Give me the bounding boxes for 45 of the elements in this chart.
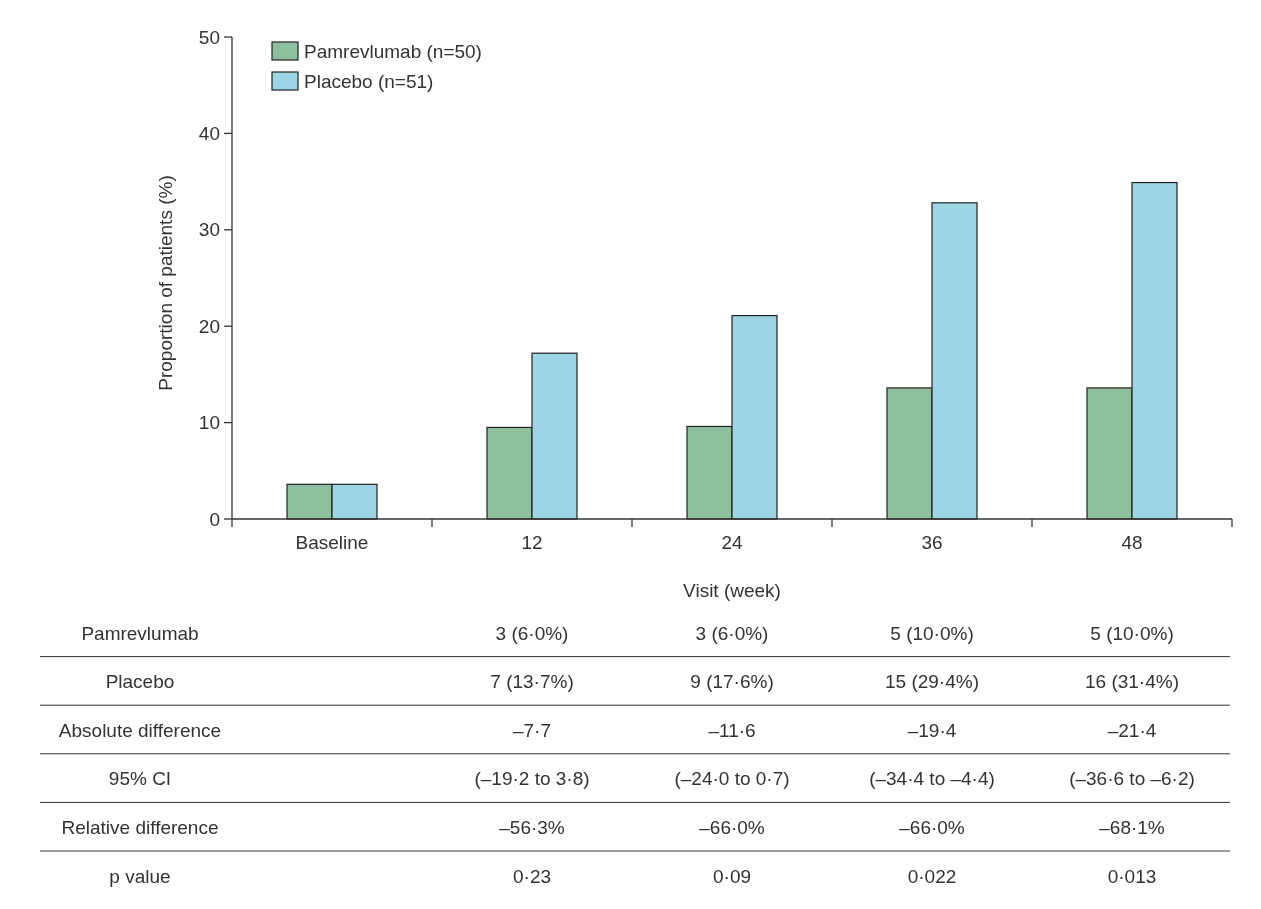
text: (–19·2 to 3·8) <box>474 768 590 790</box>
y-axis-title: Proportion of patients (%) <box>155 175 176 391</box>
y-tick-label: 30 <box>198 219 220 241</box>
text: 5 (10·0%) <box>1090 622 1174 644</box>
y-tick-label: 10 <box>198 412 220 434</box>
text: (–24·0 to 0·7) <box>674 768 790 790</box>
x-axis-title: Visit (week) <box>683 580 781 601</box>
text: 95% CI <box>108 768 172 790</box>
text: 3 (6·0%) <box>695 622 769 644</box>
text: Relative difference <box>61 817 219 839</box>
text: 0·022 <box>907 865 957 887</box>
text: 0·013 <box>1107 865 1157 887</box>
text: –66·0% <box>699 817 765 839</box>
text: p value <box>109 865 171 887</box>
text: 7 (13·7%) <box>490 671 574 693</box>
x-tick-label: 48 <box>1121 532 1143 553</box>
text: 16 (31·4%) <box>1085 671 1179 693</box>
text: 0·09 <box>712 865 752 887</box>
text: –7·7 <box>512 719 552 741</box>
text: –19·4 <box>907 719 957 741</box>
text: –68·1% <box>1099 817 1165 839</box>
text: 3 (6·0%) <box>495 622 569 644</box>
text: Placebo <box>105 671 175 693</box>
x-tick-label: Baseline <box>295 532 369 553</box>
text: 5 (10·0%) <box>890 622 974 644</box>
text: 0·23 <box>512 865 552 887</box>
legend-label: Pamrevlumab (n=50) <box>304 40 482 62</box>
x-tick-label: 36 <box>921 532 943 553</box>
y-tick-label: 20 <box>198 315 220 337</box>
legend-label: Placebo (n=51) <box>304 70 434 92</box>
x-tick-label: 12 <box>521 532 543 553</box>
text: (–34·4 to –4·4) <box>869 768 995 790</box>
y-tick-label: 40 <box>198 123 220 145</box>
text: –56·3% <box>499 817 565 839</box>
y-tick-label: 0 <box>209 508 220 530</box>
text: –66·0% <box>899 817 965 839</box>
text: 9 (17·6%) <box>690 671 774 693</box>
y-tick-label: 50 <box>198 26 220 48</box>
text: 15 (29·4%) <box>885 671 979 693</box>
text: –21·4 <box>1107 719 1157 741</box>
x-tick-label: 24 <box>721 532 743 553</box>
text: (–36·6 to –6·2) <box>1069 768 1195 790</box>
text: Pamrevlumab <box>81 622 199 644</box>
text: –11·6 <box>708 719 756 741</box>
text: Absolute difference <box>58 719 222 741</box>
